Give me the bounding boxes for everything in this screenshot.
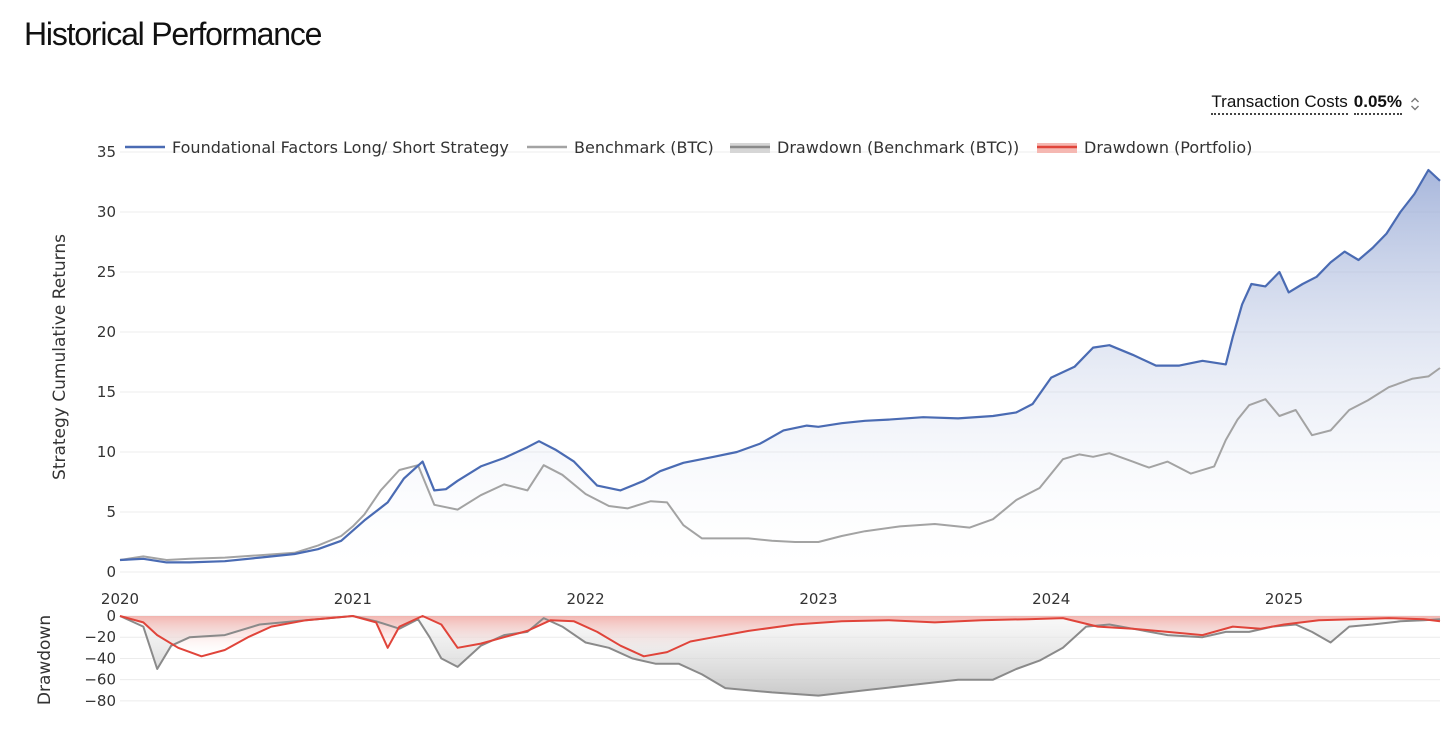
benchmark-line [119, 367, 1441, 561]
drawdown-y-axis-ticks: 0 −20 −40 −60 −80 [84, 607, 116, 710]
main-y-tick-label: 30 [97, 203, 116, 221]
strategy-line [119, 168, 1441, 564]
legend-label: Benchmark (BTC) [574, 138, 714, 157]
legend-item[interactable]: Benchmark (BTC) [527, 138, 714, 157]
page-title: Historical Performance [24, 16, 322, 52]
legend-item[interactable]: Drawdown (Portfolio) [1037, 138, 1252, 157]
drawdown-y-tick-label: −60 [84, 671, 116, 689]
legend-item[interactable]: Foundational Factors Long/ Short Strateg… [125, 138, 509, 157]
main-plot-lines [119, 168, 1441, 564]
drawdown-y-tick-label: −80 [84, 692, 116, 710]
transaction-costs-label: Transaction Costs [1211, 92, 1348, 115]
legend-label: Foundational Factors Long/ Short Strateg… [172, 138, 509, 157]
main-y-tick-label: 0 [106, 563, 116, 581]
transaction-costs-value: 0.05% [1353, 92, 1402, 115]
main-y-axis-ticks: 0 5 10 15 20 25 30 35 [97, 143, 116, 581]
legend-label: Drawdown (Benchmark (BTC)) [777, 138, 1019, 157]
main-y-tick-label: 35 [97, 143, 116, 161]
x-tick-label: 2023 [799, 590, 837, 608]
x-tick-label: 2020 [101, 590, 139, 608]
drawdown-y-axis-title: Drawdown [35, 615, 55, 705]
main-y-tick-label: 15 [97, 383, 116, 401]
drawdown-plot-lines [119, 615, 1441, 697]
drawdown-y-tick-label: 0 [106, 607, 116, 625]
main-y-tick-label: 20 [97, 323, 116, 341]
x-tick-label: 2025 [1265, 590, 1303, 608]
drawdown-y-tick-label: −20 [84, 628, 116, 646]
main-y-tick-label: 10 [97, 443, 116, 461]
main-y-axis-title: Strategy Cumulative Returns [50, 234, 70, 480]
legend-label: Drawdown (Portfolio) [1084, 138, 1252, 157]
chart-legend: Foundational Factors Long/ Short Strateg… [125, 138, 1252, 157]
x-tick-label: 2024 [1032, 590, 1070, 608]
x-tick-label: 2022 [567, 590, 605, 608]
chevron-up-down-icon [1410, 96, 1420, 112]
main-y-tick-label: 25 [97, 263, 116, 281]
main-plot-areas [120, 170, 1440, 572]
portfolio-drawdown-line [119, 615, 1441, 658]
main-y-tick-label: 5 [106, 503, 116, 521]
legend-item[interactable]: Drawdown (Benchmark (BTC)) [730, 138, 1019, 157]
x-axis-ticks: 2020 2021 2022 2023 2024 2025 [101, 590, 1303, 608]
strategy-area-fill [120, 170, 1440, 572]
portfolio-drawdown-area [120, 616, 1440, 657]
transaction-costs-selector[interactable]: Transaction Costs 0.05% [1211, 92, 1420, 115]
x-tick-label: 2021 [334, 590, 372, 608]
drawdown-y-tick-label: −40 [84, 649, 116, 667]
